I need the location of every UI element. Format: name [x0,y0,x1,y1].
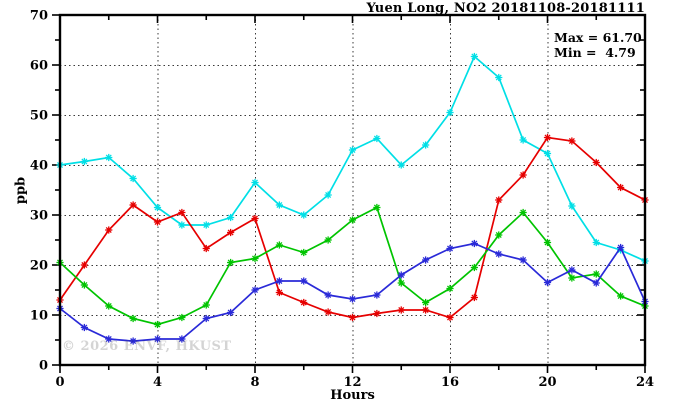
plot-frame [58,13,647,367]
green-series [56,203,649,329]
y-tick-label: 70 [30,9,48,24]
red-series [56,133,649,322]
y-tick-label: 40 [30,159,48,174]
x-tick-label: 12 [343,375,361,390]
stats-box: Max = 61.70 Min = 4.79 [554,30,642,60]
x-tick-label: 0 [55,375,64,390]
axis-ticks [52,14,646,373]
y-axis-title: ppb [13,176,29,205]
y-tick-label: 60 [30,59,48,74]
x-tick-label: 16 [441,375,459,390]
blue-series [56,239,649,345]
red-series-markers [56,133,649,322]
cyan-series [56,52,649,265]
y-tick-label: 30 [30,209,48,224]
y-tick-label: 50 [30,109,48,124]
watermark: © 2026 ENVF, HKUST [62,339,232,354]
x-tick-label: 8 [250,375,259,390]
green-series-markers [56,203,649,329]
x-tick-label: 4 [153,375,162,390]
grid [60,15,645,365]
blue-series-markers [56,239,649,345]
chart-title: Yuen Long, NO2 20181108-20181111 [366,1,645,16]
x-axis-title: Hours [330,388,375,403]
cyan-series-markers [56,52,649,265]
min-value-label: Min = 4.79 [554,45,636,60]
y-tick-label: 10 [30,309,48,324]
max-value-label: Max = 61.70 [554,30,642,45]
x-tick-label: 20 [538,375,556,390]
y-tick-label: 0 [39,359,48,374]
tick-labels: 0 10 20 30 40 50 60 70 0 4 8 12 16 20 24 [30,9,654,391]
x-tick-label: 24 [636,375,654,390]
y-tick-label: 20 [30,259,48,274]
